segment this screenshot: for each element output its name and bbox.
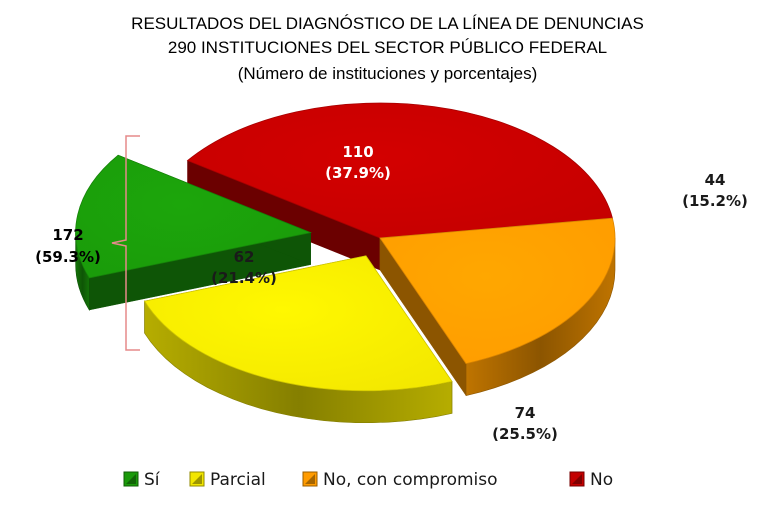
data-label-value-3: 110 — [342, 143, 373, 161]
chart-subtitle: 290 INSTITUCIONES DEL SECTOR PÚBLICO FED… — [167, 38, 608, 57]
legend-entry-2: No, con compromiso — [302, 470, 498, 490]
legend-label-3: No — [590, 470, 613, 490]
legend-label-0: Sí — [144, 470, 161, 490]
pie-slice-s- — [75, 154, 313, 312]
data-label-percent-1: (25.5%) — [492, 425, 558, 443]
data-label-percent-3: (37.9%) — [325, 164, 391, 182]
data-label-percent-2: (21.4%) — [211, 269, 277, 287]
data-label-percent-0: (15.2%) — [682, 192, 748, 210]
chart-title: RESULTADOS DEL DIAGNÓSTICO DE LA LÍNEA D… — [131, 14, 644, 33]
legend-label-1: Parcial — [210, 470, 266, 490]
data-label-value-1: 74 — [515, 404, 536, 422]
data-label-value-0: 44 — [705, 171, 726, 189]
legend-entry-3: No — [569, 470, 613, 490]
legend-entry-1: Parcial — [189, 470, 266, 490]
group-annotation-percent: (59.3%) — [35, 248, 101, 266]
group-bracket — [111, 135, 140, 351]
legend-entry-0: Sí — [123, 470, 161, 490]
data-label-value-2: 62 — [234, 248, 255, 266]
pie-slice-no-con-compromiso — [379, 217, 616, 397]
chart-subtitle-units: (Número de instituciones y porcentajes) — [237, 64, 538, 83]
group-annotation-value: 172 — [52, 226, 83, 244]
pie-slice-parcial — [143, 254, 453, 424]
legend-label-2: No, con compromiso — [323, 470, 498, 490]
